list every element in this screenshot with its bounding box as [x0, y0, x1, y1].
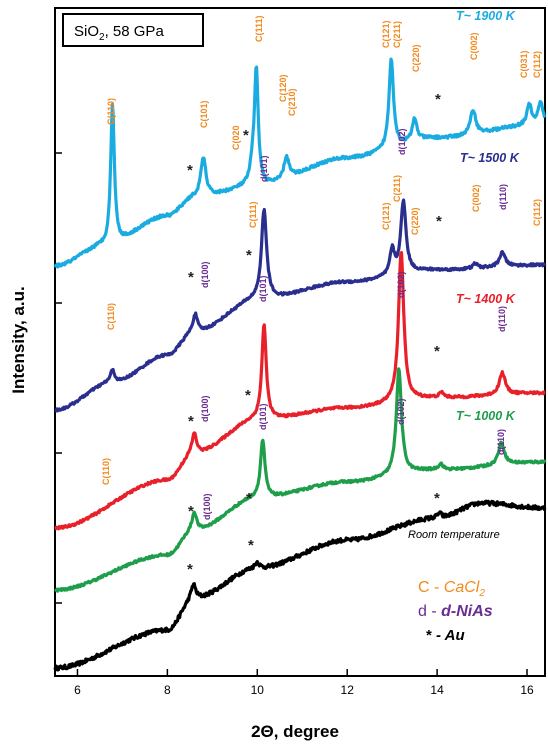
peak-label: C(110)	[106, 98, 116, 125]
peak-label: C(020	[231, 125, 241, 150]
au-star-marker: *	[434, 343, 440, 360]
peak-label: C(210)	[287, 88, 297, 116]
series-line	[53, 367, 547, 593]
label-1000k: T~ 1000 K	[456, 409, 516, 423]
peak-label: C(211)	[392, 175, 402, 202]
series-line	[53, 57, 547, 269]
peak-label: d(102)	[396, 271, 406, 298]
chart-title: SiO2, 58 GPa	[74, 23, 164, 43]
au-star-marker: *	[434, 490, 440, 507]
series-labels: T~ 1900 K T~ 1500 K T~ 1400 K T~ 1000 K …	[408, 9, 520, 541]
peak-label: C(101)	[199, 100, 209, 128]
x-tick-label: 12	[341, 683, 355, 697]
peak-label: C(002)	[471, 184, 481, 212]
peak-label: d(101)	[258, 403, 268, 430]
peak-label: d(100)	[202, 493, 212, 520]
peak-label: C(002)	[469, 32, 479, 60]
peak-label: C(121)	[381, 202, 391, 230]
peak-label: d(101)	[259, 155, 269, 182]
au-markers: * * * * * * * * * * * * * *	[187, 91, 442, 578]
y-ticks	[55, 152, 62, 604]
peak-label: C(220)	[410, 207, 420, 235]
au-star-marker: *	[243, 127, 249, 144]
legend-cacl2: C - CaCl2	[418, 579, 485, 599]
au-star-marker: *	[188, 269, 194, 286]
x-tick-label: 6	[74, 683, 81, 697]
peak-label: C(121)	[381, 20, 391, 48]
peak-label: d(102)	[396, 398, 406, 425]
au-star-marker: *	[187, 561, 193, 578]
peak-label: d(100)	[200, 261, 210, 288]
title-box: SiO2, 58 GPa	[62, 13, 204, 47]
plot-frame	[54, 7, 546, 677]
x-tick-label: 10	[251, 683, 265, 697]
peak-label: C(031)	[519, 50, 529, 78]
peak-label: C(112)	[532, 199, 542, 226]
label-room-temperature: Room temperature	[408, 529, 500, 541]
legend-au: * - Au	[426, 627, 465, 644]
x-tick-label: 8	[164, 683, 171, 697]
au-star-marker: *	[246, 247, 252, 264]
series-line	[54, 198, 547, 413]
peak-labels: C(110) C(101) C(020 C(111) C(120) C(210)…	[101, 15, 542, 520]
au-star-marker: *	[245, 387, 251, 404]
au-star-marker: *	[248, 537, 254, 554]
peak-label: d(100)	[200, 395, 210, 422]
x-ticks: 6 8 10 12 14 16	[74, 669, 534, 697]
series-lines	[53, 57, 547, 672]
peak-label: C(112)	[532, 51, 542, 78]
legend-dnias: d - d-NiAs	[418, 603, 493, 620]
au-star-marker: *	[188, 413, 194, 430]
au-star-marker: *	[188, 503, 194, 520]
y-axis-label: Intensity, a.u.	[9, 286, 28, 393]
x-tick-label: 14	[430, 683, 444, 697]
peak-label: d(110)	[498, 184, 508, 210]
x-tick-label: 16	[520, 683, 534, 697]
x-axis-label: 2Θ, degree	[251, 722, 339, 741]
peak-label: C(110)	[106, 303, 116, 330]
peak-label: C(110)	[101, 458, 111, 485]
peak-label: C(211)	[392, 21, 402, 48]
peak-label: d(110)	[497, 306, 507, 332]
peak-label: d(102)	[397, 128, 407, 155]
peak-label: C(220)	[411, 44, 421, 72]
au-star-marker: *	[436, 213, 442, 230]
peak-label: C(111)	[254, 15, 264, 42]
au-star-marker: *	[435, 91, 441, 108]
series-line	[54, 251, 546, 531]
peak-label: d(110)	[496, 429, 506, 455]
legend: C - CaCl2 d - d-NiAs * - Au	[418, 579, 493, 644]
au-star-marker: *	[187, 162, 193, 179]
label-1900k: T~ 1900 K	[456, 9, 516, 23]
label-1400k: T~ 1400 K	[456, 292, 516, 306]
peak-label: d(101)	[258, 275, 268, 302]
au-star-marker: *	[246, 490, 252, 507]
peak-label: C(111)	[248, 201, 258, 228]
peak-label: C(120)	[278, 74, 288, 102]
series-line	[53, 499, 547, 672]
label-1500k: T~ 1500 K	[460, 151, 520, 165]
